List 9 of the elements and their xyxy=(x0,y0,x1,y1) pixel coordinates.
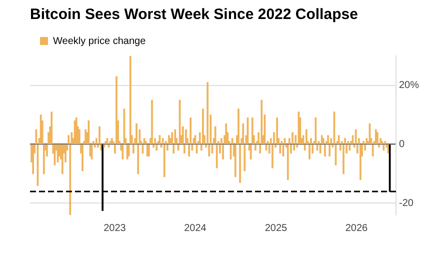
x-tick-label: 2023 xyxy=(104,222,126,234)
chart-title: Bitcoin Sees Worst Week Since 2022 Collapse xyxy=(30,6,358,24)
x-tick-label: 2026 xyxy=(345,222,368,234)
y-tick-label: 20% xyxy=(398,80,420,92)
legend-label: Weekly price change xyxy=(53,36,146,47)
y-tick-label: 0 xyxy=(398,139,405,150)
x-tick-label: 2024 xyxy=(184,222,207,234)
x-tick-label: 2025 xyxy=(264,222,288,234)
y-tick-label: -20 xyxy=(398,198,414,209)
